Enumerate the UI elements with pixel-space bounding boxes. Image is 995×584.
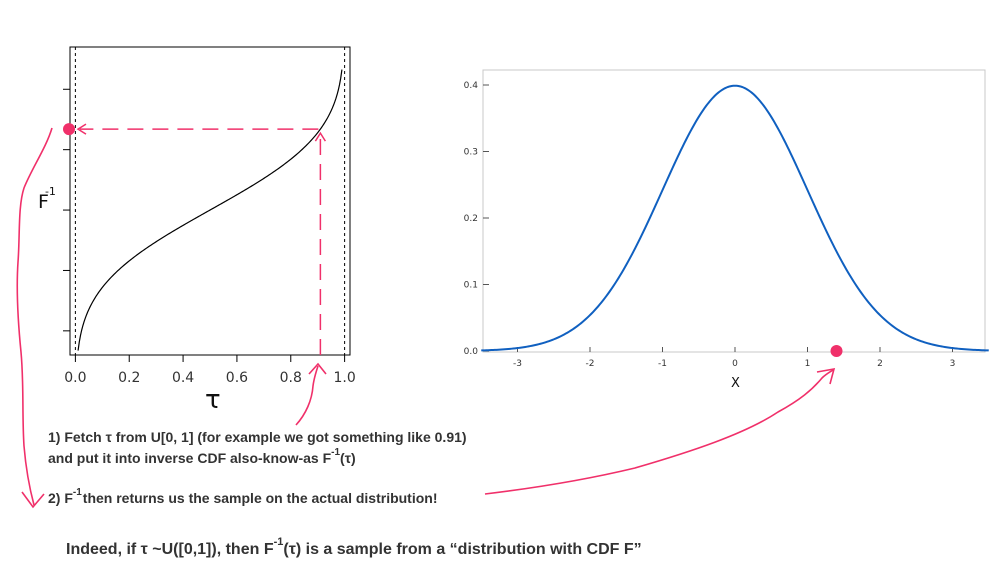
sample-value-dot — [63, 123, 75, 136]
step1-line1: 1) Fetch τ from U[0, 1] (for example we … — [48, 429, 467, 445]
arrow-dot-to-step2-head — [21, 491, 45, 509]
normal-pdf-y-tick-label: 0.2 — [464, 214, 478, 224]
arrow-step1-to-tau-head — [308, 362, 327, 375]
inverse-cdf-x-tick-label: 0.4 — [172, 370, 194, 386]
normal-pdf-x-ticks: -3 -2 -1 0 1 2 3 — [513, 347, 955, 369]
inverse-cdf-x-tick-label: 0.8 — [280, 370, 302, 386]
inverse-cdf-x-tick-label: 0.6 — [226, 370, 248, 386]
normal-pdf-y-tick-label: 0.1 — [464, 281, 478, 291]
normal-pdf-chart: 0.0 0.1 0.2 0.3 0.4 -3 -2 -1 0 1 2 3 X — [464, 69, 989, 391]
inverse-cdf-x-tick-label: 0.2 — [118, 370, 140, 386]
normal-pdf-x-tick-label: -3 — [513, 359, 522, 369]
sample-point-dot — [830, 345, 843, 357]
inverse-cdf-x-axis-label: τ — [205, 385, 221, 415]
normal-pdf-x-axis-label: X — [731, 376, 740, 391]
vertical-arrowhead — [314, 131, 327, 142]
normal-pdf-x-tick-label: 3 — [950, 359, 956, 369]
normal-pdf-x-tick-label: -1 — [658, 359, 667, 369]
arrow-dot-to-step2 — [16, 127, 53, 506]
step1-line2: and put it into inverse CDF also-know-as… — [48, 447, 356, 466]
horizontal-arrowhead — [76, 123, 87, 135]
normal-pdf-curve — [481, 84, 989, 352]
normal-pdf-x-tick-label: 1 — [805, 359, 811, 369]
arrow-step2-to-sample — [484, 369, 834, 495]
normal-pdf-y-ticks: 0.0 0.1 0.2 0.3 0.4 — [464, 81, 489, 357]
inverse-cdf-chart: 0.0 0.2 0.4 0.6 0.8 1.0 F-1 τ — [38, 46, 356, 415]
inverse-cdf-y-axis-label: F-1 — [38, 185, 56, 213]
arrow-step2-to-sample-head — [816, 367, 836, 385]
normal-pdf-y-tick-label: 0.4 — [464, 81, 479, 91]
inverse-cdf-x-tick-label: 0.0 — [64, 370, 86, 386]
step2-line: 2) F-1then returns us the sample on the … — [48, 487, 438, 506]
normal-pdf-x-tick-label: 0 — [732, 359, 738, 369]
inverse-cdf-curve — [77, 69, 343, 351]
conclusion-line: Indeed, if τ ~U([0,1]), then F-1(τ) is a… — [66, 536, 642, 558]
inverse-cdf-plot-frame — [69, 46, 351, 356]
normal-pdf-x-tick-label: 2 — [877, 359, 883, 369]
normal-pdf-y-tick-label: 0.3 — [464, 148, 478, 158]
arrow-step1-to-tau — [295, 365, 319, 426]
inverse-cdf-x-ticks: 0.0 0.2 0.4 0.6 0.8 1.0 — [64, 355, 356, 386]
inverse-cdf-y-ticks — [63, 88, 70, 332]
normal-pdf-y-tick-label: 0.0 — [464, 347, 479, 357]
normal-pdf-plot-frame — [482, 69, 986, 353]
inverse-cdf-x-tick-label: 1.0 — [333, 370, 355, 386]
normal-pdf-x-tick-label: -2 — [586, 359, 595, 369]
